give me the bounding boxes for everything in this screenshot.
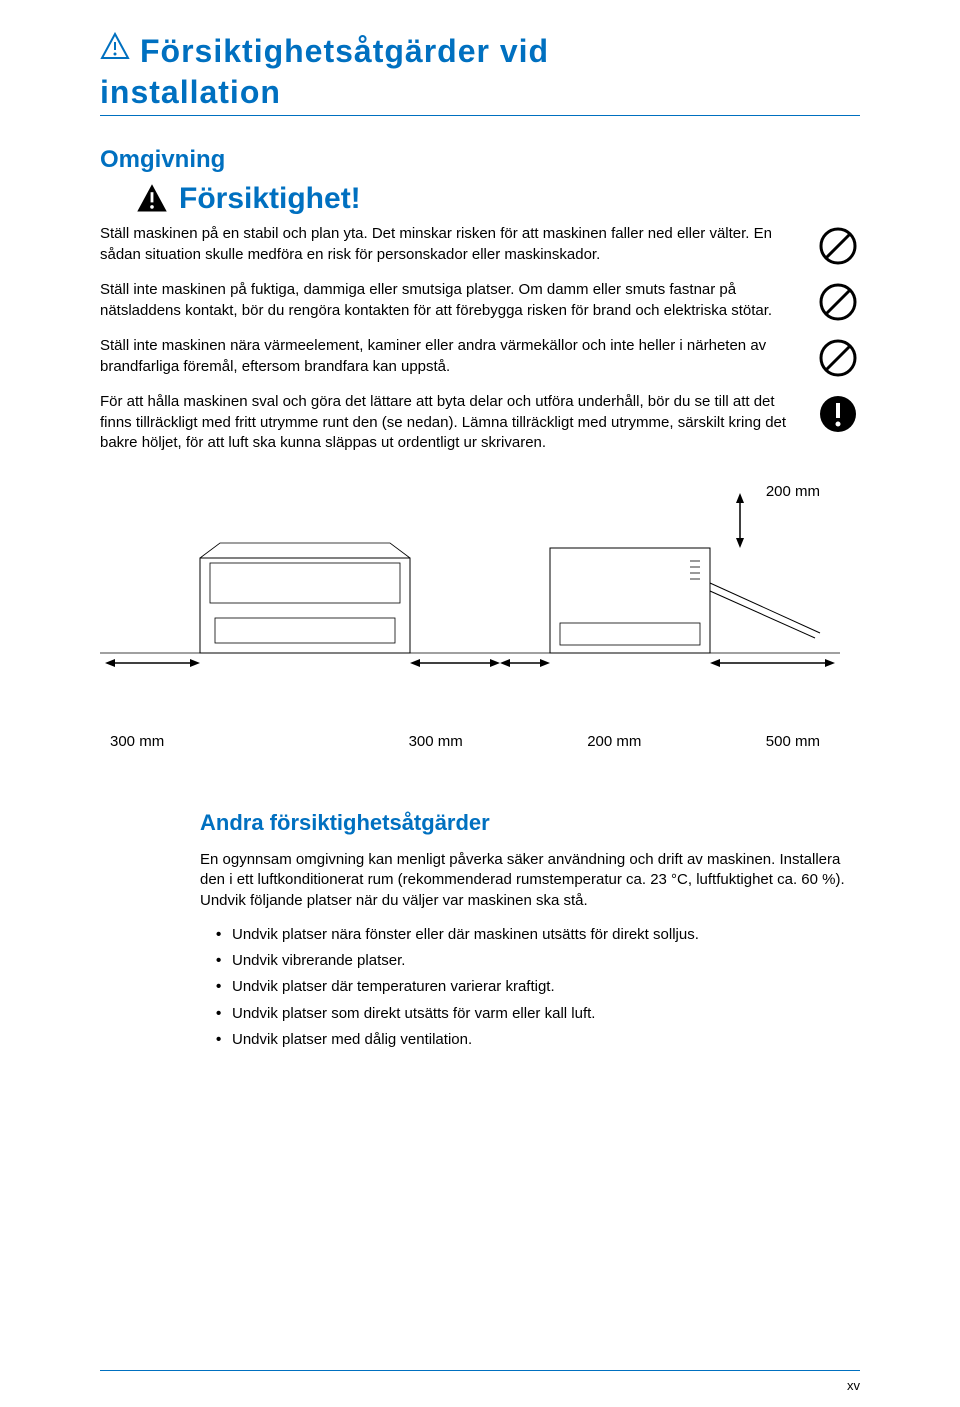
- footer-divider: [100, 1370, 860, 1371]
- icon-column: [816, 224, 860, 266]
- warning-paragraph: Ställ inte maskinen nära värmeelement, k…: [100, 336, 860, 378]
- warning-text: Ställ maskinen på en stabil och plan yta…: [100, 224, 796, 266]
- warning-triangle-icon: [100, 32, 130, 62]
- list-item: Undvik vibrerande platser.: [216, 951, 860, 971]
- caution-label: Försiktighet!: [179, 182, 361, 216]
- warning-triangle-icon: [135, 182, 169, 216]
- list-item: Undvik platser nära fönster eller där ma…: [216, 925, 860, 945]
- dimension-label: 300 mm: [110, 733, 164, 750]
- list-item: Undvik platser där temperaturen varierar…: [216, 977, 860, 997]
- clearance-diagram: 200 mm: [100, 483, 860, 703]
- warning-paragraph: Ställ maskinen på en stabil och plan yta…: [100, 224, 860, 266]
- prohibit-icon: [818, 282, 858, 322]
- dimension-label: 300 mm: [409, 733, 463, 750]
- warning-paragraph: För att hålla maskinen sval och göra det…: [100, 392, 860, 453]
- precautions-list: Undvik platser nära fönster eller där ma…: [216, 925, 860, 1050]
- dimension-label: 200 mm: [587, 733, 641, 750]
- dimension-label: 500 mm: [766, 733, 820, 750]
- title-divider: [100, 115, 860, 116]
- heading-other-precautions: Andra försiktighetsåtgärder: [200, 810, 860, 836]
- dimension-labels-row: 300 mm 300 mm 200 mm 500 mm: [110, 733, 850, 750]
- icon-column: [816, 392, 860, 453]
- caution-row: Försiktighet!: [135, 182, 860, 216]
- warning-text: För att hålla maskinen sval och göra det…: [100, 392, 796, 453]
- icon-column: [816, 336, 860, 378]
- warning-text: Ställ inte maskinen på fuktiga, dammiga …: [100, 280, 796, 322]
- page-title-line1: Försiktighetsåtgärder vid: [140, 32, 549, 70]
- list-item: Undvik platser med dålig ventilation.: [216, 1030, 860, 1050]
- other-precautions-body: En ogynnsam omgivning kan menligt påverk…: [200, 850, 860, 911]
- page-number: xv: [847, 1378, 860, 1393]
- warning-paragraph: Ställ inte maskinen på fuktiga, dammiga …: [100, 280, 860, 322]
- dimension-top: 200 mm: [766, 483, 820, 500]
- warning-text: Ställ inte maskinen nära värmeelement, k…: [100, 336, 796, 378]
- prohibit-icon: [818, 226, 858, 266]
- list-item: Undvik platser som direkt utsätts för va…: [216, 1004, 860, 1024]
- icon-column: [816, 280, 860, 322]
- mandatory-icon: [818, 394, 858, 434]
- printer-clearance-svg: [100, 483, 840, 683]
- prohibit-icon: [818, 338, 858, 378]
- subheading-environment: Omgivning: [100, 146, 860, 174]
- page-title-row: Försiktighetsåtgärder vid: [100, 32, 860, 70]
- page-title-line2: installation: [100, 74, 860, 111]
